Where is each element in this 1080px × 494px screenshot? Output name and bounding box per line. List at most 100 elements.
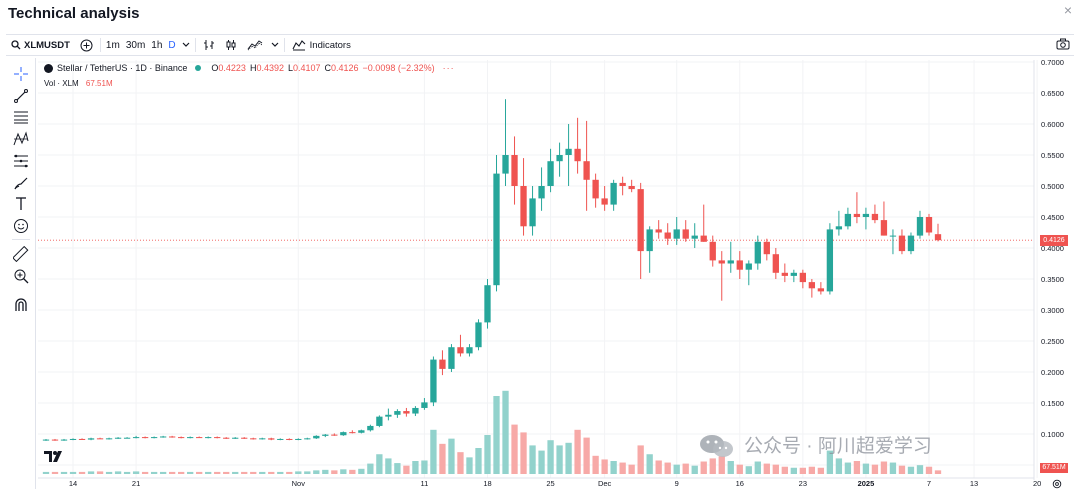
volume-bar — [862, 463, 870, 474]
candle-body — [736, 260, 743, 270]
candle-body — [844, 213, 852, 227]
volume-bar — [268, 471, 275, 474]
dialog-header: Technical analysis × — [0, 0, 1080, 30]
magnet-icon[interactable] — [13, 297, 29, 313]
price-axis: 0.70000.65000.60000.55000.50000.45000.40… — [1033, 58, 1064, 480]
candle-body — [358, 430, 365, 433]
crosshair-icon[interactable] — [13, 66, 29, 82]
candle-style-button[interactable] — [220, 35, 242, 55]
volume-bar — [177, 471, 185, 474]
candle-body — [78, 438, 86, 440]
candle-body — [799, 272, 807, 283]
drawing-toolbar — [6, 58, 36, 489]
time-tick-label: 20 — [1033, 479, 1041, 488]
legend-close: 0.4126 — [331, 63, 359, 73]
legend-change: −0.0098 (−2.32%) — [362, 63, 435, 73]
close-icon[interactable]: × — [1063, 2, 1072, 18]
time-tick-label: Dec — [598, 479, 612, 488]
interval-30m[interactable]: 30m — [125, 39, 146, 51]
volume-bar — [898, 465, 906, 474]
interval-1m[interactable]: 1m — [105, 39, 120, 51]
volume-bar — [96, 471, 104, 474]
trendline-icon[interactable] — [13, 88, 29, 104]
brush-icon[interactable] — [13, 175, 29, 191]
volume-legend-label: Vol · XLM — [44, 79, 79, 88]
price-tick-label: 0.6500 — [1041, 89, 1064, 98]
symbol-search-button[interactable]: XLMUSDT — [6, 35, 75, 55]
candle-body — [60, 439, 68, 441]
candle-body — [619, 182, 626, 186]
chart-legend: Stellar / TetherUS · 1D · Binance O 0.422… — [44, 63, 455, 73]
candle-body — [340, 432, 347, 436]
dialog-title: Technical analysis — [8, 5, 140, 22]
zoom-icon[interactable] — [13, 268, 29, 284]
candle-body — [817, 288, 825, 292]
indicators-button[interactable]: Indicators — [287, 35, 356, 55]
text-icon[interactable] — [13, 196, 29, 212]
camera-icon[interactable] — [1056, 38, 1070, 53]
settings-icon[interactable] — [1052, 476, 1062, 489]
candle-body — [205, 437, 212, 439]
area-style-button[interactable] — [242, 35, 268, 55]
candle-body — [232, 437, 239, 439]
candle-body — [673, 229, 680, 239]
chart-style-dropdown[interactable] — [268, 35, 282, 55]
bar-style-button[interactable] — [198, 35, 220, 55]
candle-body — [880, 220, 888, 236]
candle-body — [223, 437, 230, 439]
volume-bar — [574, 429, 581, 474]
candle-body — [313, 435, 320, 439]
candle-body — [448, 347, 455, 369]
candle-body — [295, 438, 302, 440]
price-tick-label: 0.3000 — [1041, 306, 1064, 315]
last-price-tag: 0.4126 — [1040, 235, 1068, 246]
price-tick-label: 0.4500 — [1041, 213, 1064, 222]
candle-body — [583, 161, 590, 180]
candle-body — [556, 155, 563, 162]
candle-body — [466, 347, 473, 354]
pattern-icon[interactable] — [13, 131, 29, 147]
interval-1d[interactable]: D — [168, 39, 176, 51]
candle-body — [808, 282, 816, 289]
more-icon[interactable]: ··· — [442, 63, 455, 73]
candle-body — [601, 198, 608, 205]
volume-bar — [313, 470, 320, 474]
volume-bar — [709, 458, 716, 474]
candle-body — [934, 234, 942, 241]
candle-body — [421, 402, 428, 408]
volume-bar — [502, 390, 509, 474]
chevron-down-icon — [182, 42, 190, 47]
volume-bar — [799, 467, 807, 474]
candle-body — [322, 434, 329, 436]
time-tick-label: 23 — [799, 479, 807, 488]
volume-bar — [159, 471, 167, 474]
volume-bar — [69, 471, 77, 474]
volume-bar — [583, 437, 590, 474]
indicators-label: Indicators — [309, 39, 351, 51]
volume-bar — [457, 452, 464, 474]
volume-bar — [610, 461, 617, 474]
volume-bar — [232, 471, 239, 474]
ruler-icon[interactable] — [13, 246, 29, 262]
interval-dropdown[interactable] — [179, 35, 193, 55]
compare-button[interactable] — [75, 35, 98, 55]
fib-icon[interactable] — [13, 109, 29, 125]
candle-body — [385, 414, 392, 417]
projection-icon[interactable] — [13, 153, 29, 169]
emoji-icon[interactable] — [13, 218, 29, 234]
volume-bar — [295, 471, 302, 474]
volume-bar — [196, 471, 203, 474]
volume-bar — [925, 466, 933, 474]
bar-style-icon — [203, 40, 214, 50]
toolbar-divider — [283, 38, 285, 52]
volume-bar — [51, 471, 59, 474]
volume-bar — [376, 454, 383, 474]
volume-bar — [259, 471, 266, 474]
volume-bar — [367, 463, 374, 474]
volume-bar — [907, 466, 915, 474]
time-tick-label: 7 — [927, 479, 931, 488]
candle-body — [69, 438, 77, 440]
interval-1h[interactable]: 1h — [151, 39, 163, 51]
tool-divider — [12, 239, 30, 240]
